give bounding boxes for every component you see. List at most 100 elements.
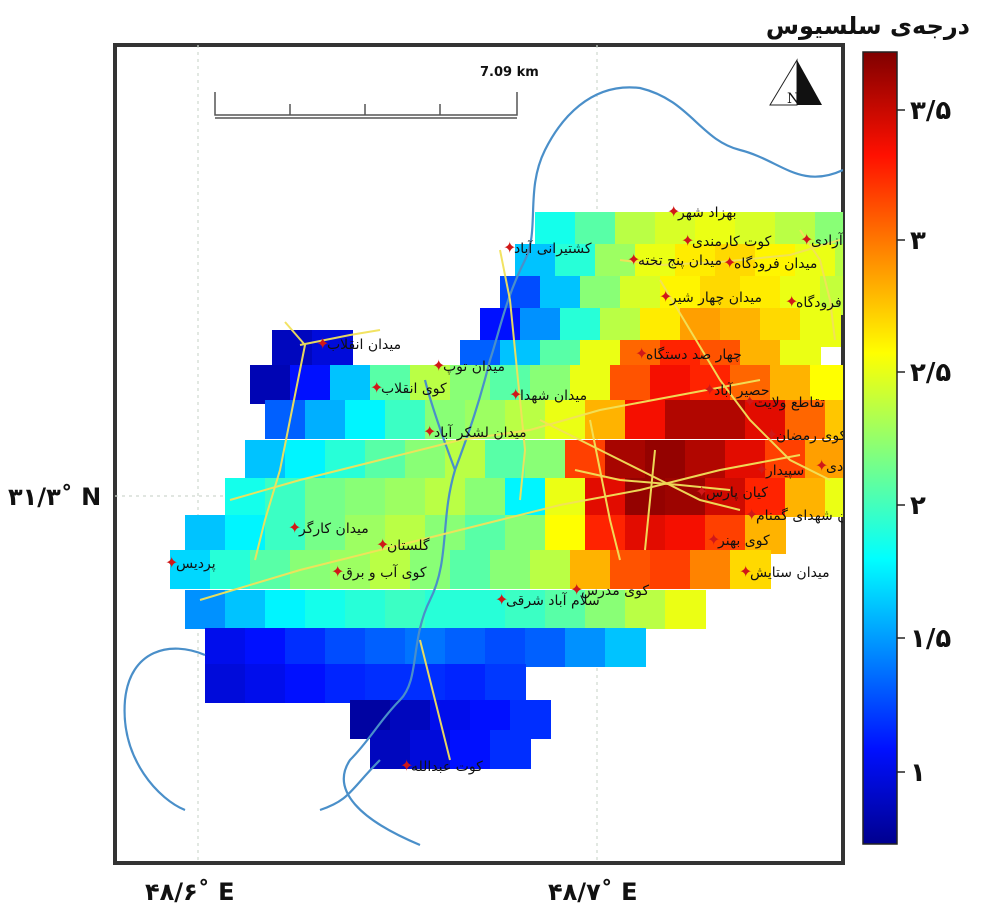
place-label: فرودگاه bbox=[796, 294, 842, 311]
temperature-cell bbox=[545, 478, 586, 517]
place-label: میدان شهدا bbox=[520, 388, 587, 404]
temperature-cell bbox=[665, 590, 706, 629]
north-arrow-icon: N bbox=[769, 58, 822, 107]
place-label: کیان پارس bbox=[706, 485, 768, 501]
temperature-cell bbox=[605, 440, 646, 479]
temperature-cell bbox=[645, 440, 686, 479]
place-label: گلستان bbox=[387, 537, 430, 554]
colorbar-tick-label: ۲ bbox=[910, 491, 926, 521]
marker-icon: ✦ bbox=[755, 460, 768, 479]
marker-icon: ✦ bbox=[739, 562, 752, 581]
marker-icon: ✦ bbox=[785, 292, 798, 311]
temperature-cell bbox=[250, 365, 291, 404]
place-marker: ✦کوت کارمندی bbox=[681, 231, 772, 250]
temperature-cell bbox=[345, 478, 386, 517]
temperature-cell bbox=[745, 400, 786, 439]
temperature-cell bbox=[245, 664, 286, 703]
temperature-cell bbox=[445, 628, 486, 667]
temperature-cell bbox=[810, 365, 843, 404]
temperature-cell bbox=[650, 365, 691, 404]
temperature-cell bbox=[225, 478, 266, 517]
place-label: میدان فرودگاه bbox=[734, 255, 817, 272]
marker-icon: ✦ bbox=[400, 756, 413, 775]
place-label: بهزاد شهر bbox=[677, 205, 737, 221]
temperature-cell bbox=[565, 628, 606, 667]
temperature-cell bbox=[685, 440, 726, 479]
place-label: آبادی bbox=[826, 458, 856, 475]
temperature-cell bbox=[835, 244, 843, 283]
temperature-cell bbox=[365, 628, 406, 667]
marker-icon: ✦ bbox=[165, 553, 178, 572]
temperature-cell bbox=[505, 515, 546, 554]
marker-icon: ✦ bbox=[570, 580, 583, 599]
marker-icon: ✦ bbox=[370, 378, 383, 397]
temperature-cell bbox=[210, 550, 251, 589]
temperature-cell bbox=[490, 730, 531, 769]
temperature-cell bbox=[285, 628, 326, 667]
temperature-cell bbox=[330, 365, 371, 404]
temperature-cells bbox=[170, 212, 843, 769]
temperature-cell bbox=[170, 550, 211, 589]
temperature-cell bbox=[385, 478, 426, 517]
temperature-cell bbox=[385, 590, 426, 629]
y-axis-label: ۳۱/۳˚ N bbox=[8, 483, 101, 511]
place-label: میدان توپ bbox=[443, 359, 505, 375]
temperature-cell bbox=[410, 550, 451, 589]
temperature-cell bbox=[272, 330, 313, 369]
place-marker: ✦کوت عبدالله bbox=[400, 756, 483, 775]
temperature-cell bbox=[365, 664, 406, 703]
temperature-cell bbox=[225, 515, 266, 554]
temperature-cell bbox=[205, 664, 246, 703]
place-label: حصیر آباد bbox=[714, 382, 769, 399]
place-marker: ✦تقاطع ولایت bbox=[743, 392, 825, 411]
place-label: میدان کارگر bbox=[298, 520, 369, 537]
temperature-cell bbox=[490, 365, 531, 404]
colorbar-title: درجه‌ی سلسیوس bbox=[766, 12, 970, 40]
temperature-cell bbox=[425, 478, 466, 517]
temperature-cell bbox=[665, 400, 706, 439]
place-label: کوی رمضان bbox=[776, 428, 847, 444]
colorbar-tick-label: ۱ bbox=[910, 758, 926, 788]
temperature-cell bbox=[505, 590, 546, 629]
temperature-cell bbox=[825, 400, 843, 439]
place-marker: ✦کوی بهنر bbox=[707, 530, 770, 549]
place-marker: ✦کوی آب و برق bbox=[331, 562, 427, 581]
temperature-cell bbox=[305, 400, 346, 439]
place-marker: ✦میدان توپ bbox=[432, 356, 505, 375]
temperature-cell bbox=[490, 550, 531, 589]
temperature-cell bbox=[305, 478, 346, 517]
place-label: پردیس bbox=[176, 556, 216, 572]
temperature-cell bbox=[530, 365, 571, 404]
temperature-cell bbox=[465, 478, 506, 517]
colorbar-tick-label: ۳ bbox=[910, 226, 926, 256]
place-label: میدان انقلاب bbox=[327, 337, 401, 353]
place-marker: ✦میدان کارگر bbox=[288, 518, 369, 537]
temperature-cell bbox=[805, 440, 843, 479]
temperature-cell bbox=[385, 400, 426, 439]
temperature-cell bbox=[185, 515, 226, 554]
temperature-cell bbox=[225, 590, 266, 629]
temperature-cell bbox=[285, 440, 326, 479]
place-label: میدان چهار شیر bbox=[669, 290, 762, 306]
colorbar-ticks: ۳/۵ ۳ ۲/۵ ۲ ۱/۵ ۱ bbox=[897, 96, 951, 788]
temperature-cell bbox=[205, 628, 246, 667]
temperature-cell bbox=[605, 628, 646, 667]
temperature-cell bbox=[525, 440, 566, 479]
colorbar bbox=[862, 51, 898, 845]
marker-icon: ✦ bbox=[695, 482, 708, 501]
temperature-cell bbox=[545, 515, 586, 554]
place-label: کوی آزادی bbox=[811, 232, 872, 249]
x-axis-label-west: ۴۸/۶˚ E bbox=[145, 878, 234, 906]
temperature-cell bbox=[825, 478, 843, 517]
marker-icon: ✦ bbox=[815, 456, 828, 475]
temperature-cell bbox=[530, 550, 571, 589]
marker-icon: ✦ bbox=[723, 253, 736, 272]
place-label: سلام آباد شرقی bbox=[506, 592, 600, 609]
place-marker: ✦کوی رمضان bbox=[765, 425, 847, 444]
temperature-cell bbox=[665, 515, 706, 554]
temperature-cell bbox=[725, 440, 766, 479]
place-label: تقاطع ولایت bbox=[754, 395, 825, 411]
temperature-cell bbox=[570, 365, 611, 404]
temperature-cell bbox=[245, 628, 286, 667]
